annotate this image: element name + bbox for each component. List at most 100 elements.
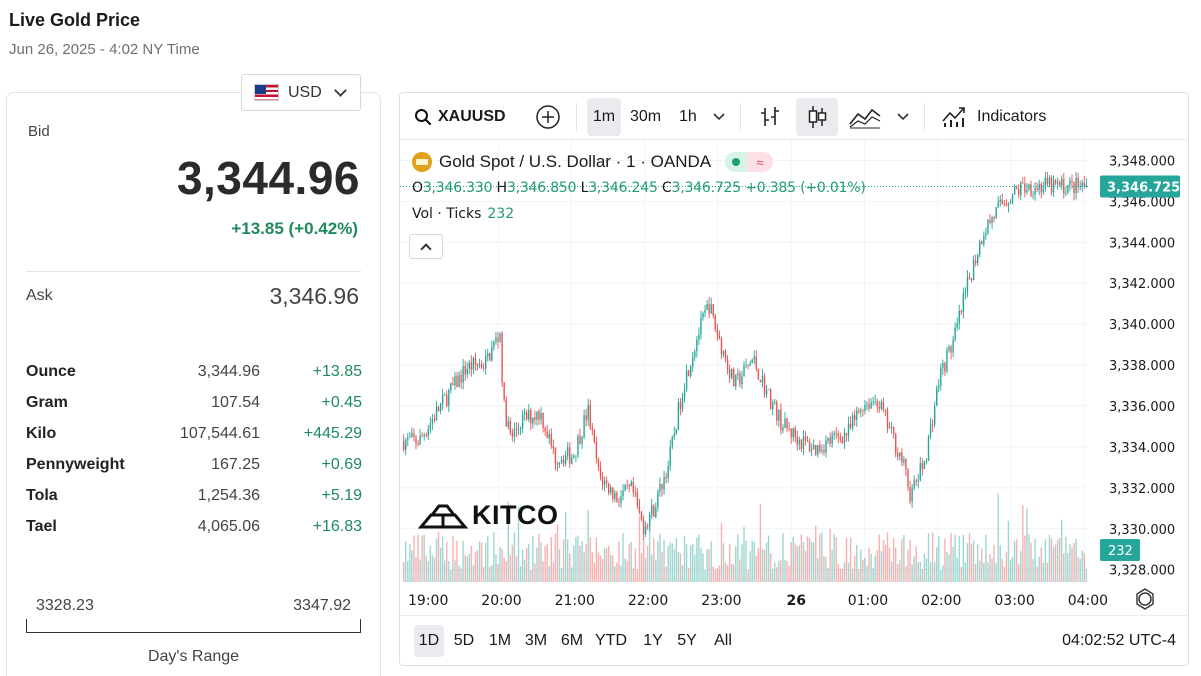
candle-body — [1085, 184, 1088, 187]
volume-bar — [681, 565, 684, 582]
volume-bar — [765, 542, 768, 582]
range-3m-button[interactable]: 3M — [524, 632, 548, 649]
candlestick-chart[interactable]: 3,348.000 3,346.000 3,344.000 3,342.000 3,34… — [400, 140, 1189, 620]
candle-body — [579, 435, 581, 444]
interval-1h-button[interactable]: 1h — [679, 108, 697, 125]
range-6m-button[interactable]: 6M — [560, 632, 584, 649]
volume-bar — [690, 545, 692, 582]
candle-body — [626, 484, 628, 486]
candle-body — [474, 358, 477, 365]
compare-button[interactable] — [535, 98, 561, 136]
candle-body — [509, 421, 511, 433]
volume-bar — [581, 541, 583, 582]
volume-bar — [405, 541, 407, 582]
range-5y-button[interactable]: 5Y — [677, 632, 697, 649]
symbol-search-button[interactable]: XAUUSD — [414, 98, 506, 136]
range-1y-button[interactable]: 1Y — [643, 632, 663, 649]
volume-bar — [813, 542, 815, 582]
volume-bar — [964, 562, 967, 582]
volume-bar — [698, 534, 700, 582]
candle-chart-type-button[interactable] — [796, 98, 838, 136]
bar-chart-type-button[interactable] — [759, 98, 781, 136]
volume-bar — [899, 559, 901, 582]
range-1m-button[interactable]: 1M — [488, 632, 512, 649]
candle-body — [813, 445, 815, 450]
volume-bar — [523, 559, 526, 582]
volume-bar — [739, 559, 741, 582]
candle-body — [977, 255, 979, 264]
candle-body — [968, 277, 971, 279]
candle-body — [573, 456, 575, 458]
candle-body — [452, 383, 454, 386]
interval-dropdown-button[interactable] — [713, 98, 725, 136]
volume-bar — [927, 533, 930, 582]
range-ytd-button[interactable]: YTD — [595, 632, 627, 649]
volume-bar — [718, 565, 721, 582]
candle-body — [441, 395, 444, 404]
candle-body — [1050, 177, 1053, 193]
range-1d-button[interactable]: 1D — [414, 625, 444, 657]
candle-body — [712, 304, 714, 316]
volume-bar — [728, 544, 731, 582]
volume-bar — [958, 536, 960, 582]
market-status-pill[interactable]: ≈ — [725, 152, 774, 172]
candle-body — [690, 366, 692, 376]
price-tick-label: 3,340.000 — [1109, 318, 1175, 333]
candle-body — [819, 445, 821, 452]
candle-body — [817, 445, 819, 455]
candle-body — [601, 476, 604, 485]
candle-body — [456, 376, 458, 388]
candle-body — [956, 323, 958, 328]
candle-body — [653, 505, 655, 517]
indicators-button[interactable]: Indicators — [941, 98, 1046, 136]
candle-body — [1040, 184, 1042, 193]
volume-bar — [948, 554, 950, 582]
volume-bar — [1071, 547, 1073, 582]
price-chart-widget: XAUUSD 1m 30m 1h Indicators 3,348.000 — [399, 92, 1189, 666]
interval-1m-button[interactable]: 1m — [587, 98, 621, 136]
volume-bar — [480, 542, 483, 582]
volume-bar — [419, 559, 421, 582]
candle-body — [950, 346, 952, 353]
candle-body — [862, 410, 864, 412]
candle-body — [821, 450, 823, 452]
candle-body — [856, 410, 858, 420]
currency-select[interactable]: USD — [241, 74, 361, 111]
volume-legend: Vol · Ticks 232 — [412, 206, 514, 222]
candle-body — [921, 463, 924, 470]
indicators-label: Indicators — [977, 108, 1047, 125]
candle-body — [757, 369, 760, 380]
candle-body — [794, 428, 796, 438]
volume-bar — [1042, 562, 1044, 582]
day-range-high: 3347.92 — [293, 597, 351, 614]
candle-body — [487, 353, 489, 357]
candle-body — [858, 410, 860, 412]
volume-bar — [847, 562, 850, 582]
volume-bar — [403, 561, 405, 582]
candle-body — [747, 364, 749, 366]
interval-30m-button[interactable]: 30m — [630, 108, 662, 125]
candle-body — [1034, 188, 1036, 195]
candle-body — [523, 412, 526, 415]
volume-bar — [599, 555, 602, 582]
chevron-up-icon — [420, 243, 432, 255]
area-chart-type-button[interactable] — [849, 98, 881, 136]
volume-bar — [790, 542, 792, 582]
range-all-button[interactable]: All — [714, 632, 732, 649]
low-value: 3,346.245 — [588, 180, 658, 196]
volume-bar — [755, 555, 757, 582]
volume-bar — [493, 532, 495, 582]
volume-bar — [968, 532, 971, 582]
volume-bar — [640, 553, 643, 582]
candle-body — [1048, 177, 1051, 185]
ohlc-bars-icon — [761, 107, 779, 126]
chart-type-dropdown-button[interactable] — [897, 98, 909, 136]
volume-bar — [726, 564, 729, 582]
volume-bar — [769, 553, 772, 582]
volume-bar — [433, 557, 436, 582]
range-5d-button[interactable]: 5D — [453, 632, 475, 649]
collapse-legend-button[interactable] — [409, 234, 443, 259]
candle-body — [767, 389, 770, 391]
candle-body — [704, 309, 706, 313]
candle-body — [905, 459, 907, 470]
